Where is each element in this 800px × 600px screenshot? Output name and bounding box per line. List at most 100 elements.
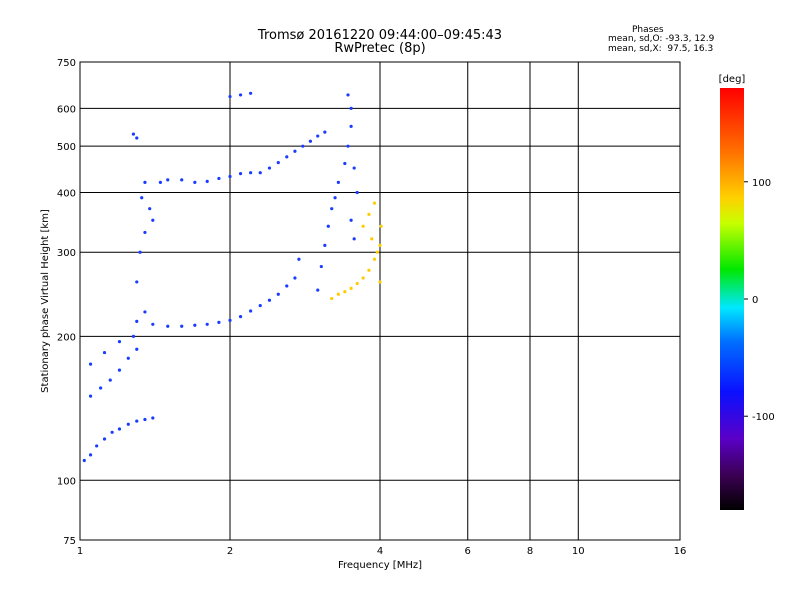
data-point-o (126, 356, 130, 360)
y-tick-label: 400 (57, 188, 76, 199)
data-point-x (378, 243, 382, 248)
data-point-x (367, 212, 371, 216)
data-point-o (249, 171, 253, 175)
data-point-o (323, 243, 327, 248)
data-point-x (361, 224, 365, 228)
data-point-o (131, 334, 136, 338)
x-tick-label: 2 (227, 546, 233, 557)
phase-stats-x: mean, sd,X: 97.5, 16.3 (608, 44, 714, 54)
grid-lines (80, 62, 680, 540)
x-tick-label: 6 (465, 546, 471, 557)
phase-stats-o: mean, sd,O: -93.3, 12.9 (608, 34, 715, 44)
y-tick-label: 200 (57, 332, 76, 343)
data-point-x (378, 280, 382, 284)
data-point-o (316, 134, 320, 138)
data-point-o (193, 180, 197, 184)
data-point-o (135, 347, 139, 351)
data-point-o (323, 130, 327, 134)
data-point-o (276, 160, 280, 165)
data-point-x (330, 296, 334, 301)
colorbar-ticks: 100 0 -100 (744, 178, 775, 423)
data-point-o (293, 276, 297, 280)
data-point-o (99, 386, 103, 390)
data-point-o (319, 264, 323, 269)
data-point-o (346, 144, 350, 148)
data-point-o (316, 288, 320, 292)
data-point-x (370, 237, 374, 241)
y-tick-label: 75 (63, 536, 76, 547)
data-point-x (343, 290, 347, 294)
data-point-o (138, 250, 142, 254)
data-point-o (143, 310, 147, 314)
data-point-o (117, 427, 122, 431)
data-point-x (361, 276, 365, 280)
data-point-o (143, 180, 147, 184)
axis-ticks: 1 2 4 6 8 10 16 75 100 200 300 400 500 600 750 (57, 58, 686, 557)
y-axis-label: Stationary phase Virtual Height [km] (40, 209, 51, 393)
data-point-o (285, 155, 289, 159)
data-point-o (110, 430, 114, 434)
data-point-o (143, 230, 147, 235)
data-point-o (333, 196, 337, 200)
data-point-o (349, 124, 353, 128)
y-tick-label: 600 (57, 104, 76, 115)
data-point-o (238, 315, 243, 319)
colorbar-label: [deg] (719, 74, 746, 85)
data-point-o (102, 437, 107, 441)
data-points (82, 91, 383, 463)
data-point-o (217, 320, 221, 324)
data-point-x (372, 201, 377, 205)
data-point-o (126, 422, 130, 426)
data-point-o (355, 190, 359, 195)
data-point-o (205, 179, 209, 183)
data-point-o (249, 309, 253, 313)
data-point-o (205, 322, 209, 326)
data-point-o (148, 207, 152, 211)
x-tick-label: 8 (527, 546, 533, 557)
data-point-o (349, 106, 353, 110)
data-point-o (135, 419, 139, 423)
data-point-o (267, 166, 272, 170)
chart-subtitle: RwPretec (8p) (334, 41, 426, 56)
data-point-o (88, 394, 93, 398)
data-point-o (158, 180, 163, 184)
data-point-x (375, 250, 379, 254)
phase-stats-heading: Phases (632, 25, 664, 35)
x-axis-label: Frequency [MHz] (338, 560, 422, 571)
x-tick-label: 4 (377, 546, 383, 557)
data-point-o (301, 144, 305, 148)
data-point-o (135, 319, 139, 323)
y-tick-label: 100 (57, 476, 76, 487)
data-point-o (151, 218, 155, 222)
data-point-x (379, 224, 383, 228)
data-point-o (88, 362, 93, 366)
data-point-o (352, 166, 356, 170)
data-point-o (330, 207, 334, 211)
data-point-x (336, 292, 340, 296)
colorbar-tick-label: -100 (752, 412, 775, 423)
colorbar-tick-label: 100 (752, 178, 771, 189)
data-point-o (258, 303, 262, 308)
data-point-o (88, 453, 93, 457)
data-point-o (151, 416, 155, 420)
data-point-o (82, 458, 86, 463)
data-point-x (355, 281, 359, 286)
plot-frame (79, 61, 681, 541)
chart-title: Tromsø 20161220 09:44:00–09:45:43 (257, 28, 503, 43)
data-point-o (293, 149, 297, 153)
data-point-o (285, 284, 289, 288)
x-tick-label: 10 (572, 546, 585, 557)
data-point-o (117, 368, 122, 372)
data-point-o (193, 323, 197, 327)
data-point-o (238, 172, 243, 176)
data-point-o (131, 132, 136, 136)
data-point-o (238, 93, 243, 97)
data-point-o (135, 280, 139, 284)
data-point-o (258, 171, 262, 175)
y-tick-label: 300 (57, 248, 76, 259)
data-point-o (276, 292, 280, 296)
data-point-o (349, 218, 353, 222)
data-point-x (349, 286, 353, 291)
data-point-o (143, 417, 147, 422)
